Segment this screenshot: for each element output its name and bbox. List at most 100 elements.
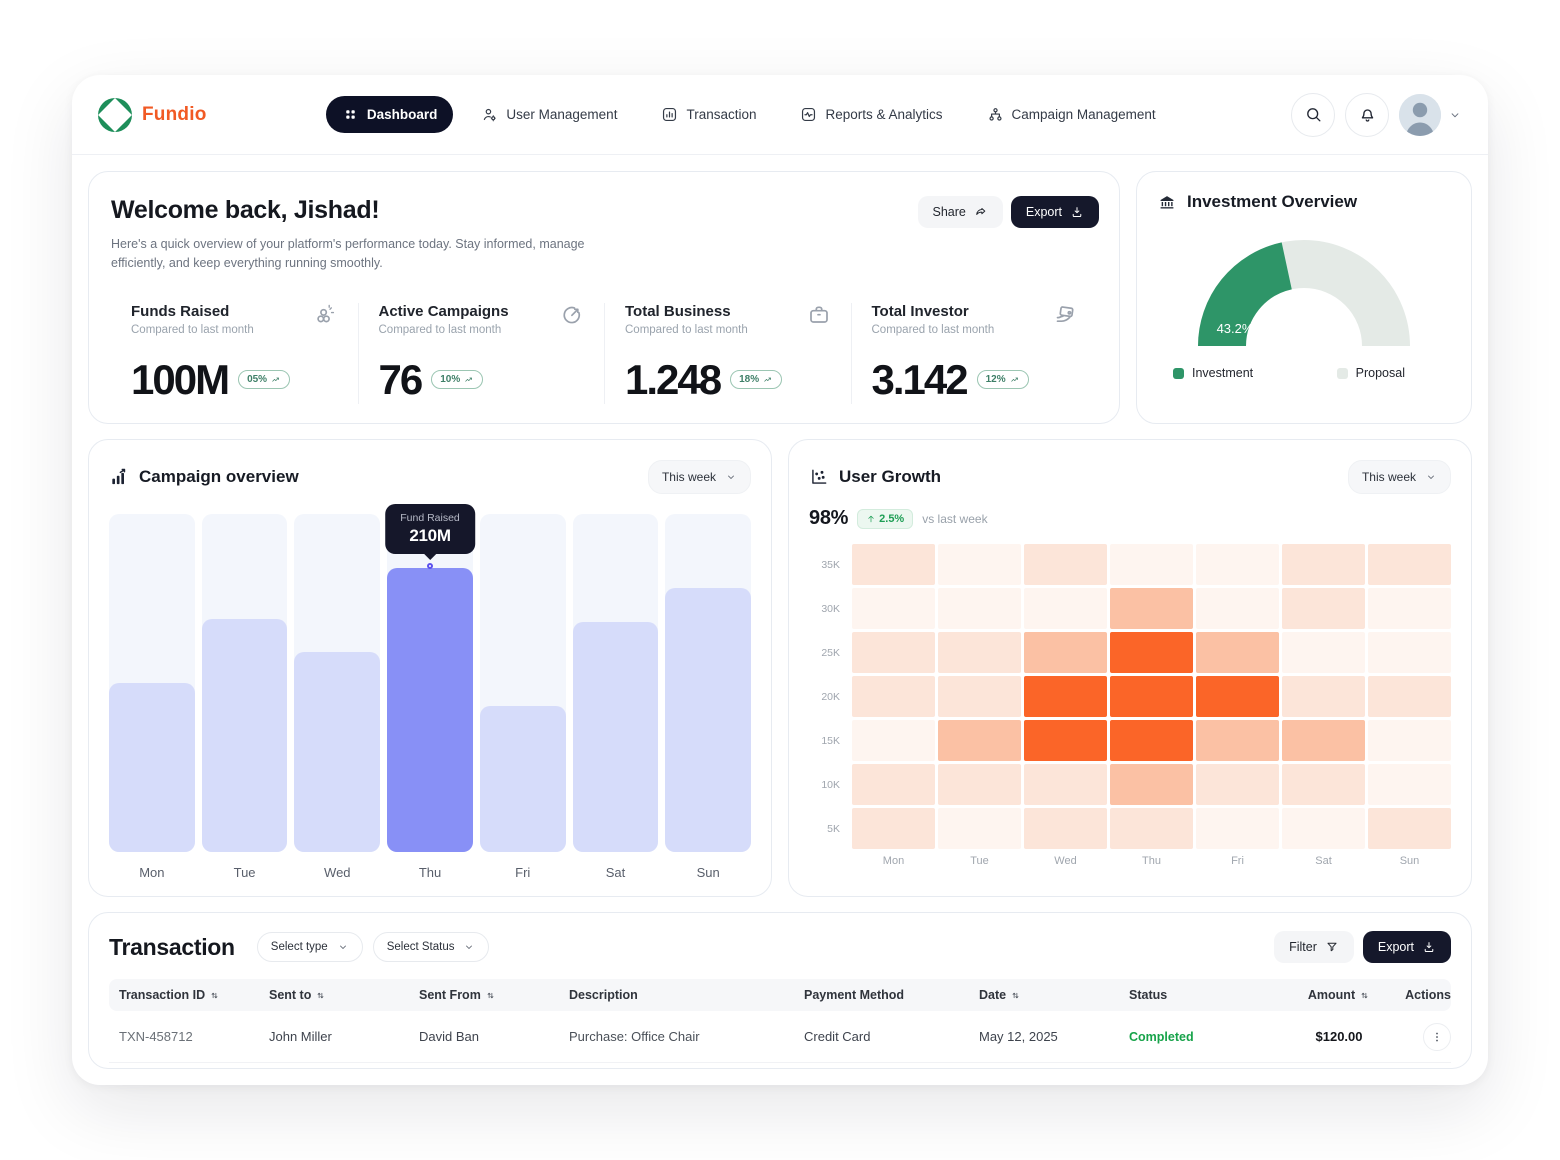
heatmap-cell-thu-25K[interactable] <box>1110 632 1193 673</box>
heatmap-cell-wed-10K[interactable] <box>1024 764 1107 805</box>
heatmap-cell-mon-15K[interactable] <box>852 720 935 761</box>
column-label: Actions <box>1405 988 1451 1002</box>
heatmap-cell-mon-35K[interactable] <box>852 544 935 585</box>
nav-item-dashboard[interactable]: Dashboard <box>325 96 454 133</box>
notifications-button[interactable] <box>1345 92 1389 137</box>
bar-column-sun[interactable] <box>665 514 752 852</box>
heatmap-cell-fri-10K[interactable] <box>1196 764 1279 805</box>
heatmap-cell-fri-25K[interactable] <box>1196 632 1279 673</box>
bar-column-wed[interactable] <box>294 514 381 852</box>
heatmap-cell-tue-5K[interactable] <box>938 808 1021 849</box>
brand-logo[interactable]: Fundio <box>98 97 207 132</box>
heatmap-cell-thu-15K[interactable] <box>1110 720 1193 761</box>
nav-item-user-management[interactable]: User Management <box>465 96 633 133</box>
nav-item-campaign-management[interactable]: Campaign Management <box>971 96 1172 133</box>
heatmap-cell-tue-30K[interactable] <box>938 588 1021 629</box>
stat-header: Total Investor Compared to last month <box>872 303 1078 336</box>
heatmap-cell-sun-5K[interactable] <box>1368 808 1451 849</box>
heatmap-cell-thu-5K[interactable] <box>1110 808 1193 849</box>
column-label: Payment Method <box>804 988 905 1002</box>
column-header-transaction-id[interactable]: Transaction ID <box>109 988 259 1002</box>
heatmap-cell-fri-30K[interactable] <box>1196 588 1279 629</box>
chevron-down-icon <box>1425 471 1437 483</box>
select-type-dropdown[interactable]: Select type <box>256 932 363 962</box>
heatmap-cell-sat-20K[interactable] <box>1282 676 1365 717</box>
heatmap-cell-mon-10K[interactable] <box>852 764 935 805</box>
heatmap-cell-mon-25K[interactable] <box>852 632 935 673</box>
search-button[interactable] <box>1291 92 1335 137</box>
heatmap-cell-fri-5K[interactable] <box>1196 808 1279 849</box>
nav-item-transaction[interactable]: Transaction <box>645 96 772 133</box>
heatmap-cell-sat-5K[interactable] <box>1282 808 1365 849</box>
column-header-amount[interactable]: Amount <box>1264 988 1404 1002</box>
heatmap-cell-sat-25K[interactable] <box>1282 632 1365 673</box>
heatmap-cell-thu-20K[interactable] <box>1110 676 1193 717</box>
heatmap-cell-tue-20K[interactable] <box>938 676 1021 717</box>
heatmap-cell-sat-10K[interactable] <box>1282 764 1365 805</box>
heatmap-cell-wed-30K[interactable] <box>1024 588 1107 629</box>
heatmap-cell-sat-15K[interactable] <box>1282 720 1365 761</box>
column-header-date[interactable]: Date <box>969 988 1119 1002</box>
heatmap-cell-tue-10K[interactable] <box>938 764 1021 805</box>
filter-button[interactable]: Filter <box>1274 931 1354 963</box>
heatmap-cell-fri-15K[interactable] <box>1196 720 1279 761</box>
bar-column-sat[interactable] <box>572 514 659 852</box>
heatmap-cell-sun-10K[interactable] <box>1368 764 1451 805</box>
heatmap-cell-wed-35K[interactable] <box>1024 544 1107 585</box>
bar-column-mon[interactable] <box>109 514 195 852</box>
share-button[interactable]: Share <box>917 196 1003 228</box>
heatmap-cell-mon-30K[interactable] <box>852 588 935 629</box>
heatmap-cell-fri-20K[interactable] <box>1196 676 1279 717</box>
heatmap-cell-tue-35K[interactable] <box>938 544 1021 585</box>
heatmap-row-25K: 25K <box>809 632 1451 673</box>
heatmap-cell-wed-15K[interactable] <box>1024 720 1107 761</box>
stat-trend-badge: 10% <box>431 370 484 389</box>
heatmap-cell-sun-15K[interactable] <box>1368 720 1451 761</box>
transaction-filters: Select type Select Status <box>256 932 490 962</box>
table-export-button[interactable]: Export <box>1362 931 1451 963</box>
heatmap-xlabel-sat: Sat <box>1315 855 1332 867</box>
user-growth-header: User Growth This week <box>809 460 1451 494</box>
user-growth-range-select[interactable]: This week <box>1347 460 1451 494</box>
bar-tue <box>201 619 288 852</box>
bar-column-fri[interactable] <box>479 514 566 852</box>
campaign-overview-titlegroup: Campaign overview <box>109 467 299 487</box>
heatmap-cell-tue-25K[interactable] <box>938 632 1021 673</box>
heatmap-cell-mon-5K[interactable] <box>852 808 935 849</box>
heatmap-xlabel-thu: Thu <box>1142 855 1161 867</box>
bar-column-tue[interactable] <box>201 514 288 852</box>
heatmap-cell-mon-20K[interactable] <box>852 676 935 717</box>
export-button[interactable]: Export <box>1010 196 1099 228</box>
heatmap-cell-thu-35K[interactable] <box>1110 544 1193 585</box>
heatmap-cell-sun-20K[interactable] <box>1368 676 1451 717</box>
heatmap-xlabel-mon: Mon <box>882 855 905 867</box>
stat-title: Total Business <box>625 302 731 320</box>
heatmap-cell-sat-30K[interactable] <box>1282 588 1365 629</box>
user-gear-icon <box>481 106 498 123</box>
column-label: Date <box>979 988 1007 1002</box>
column-header-sent-to[interactable]: Sent to <box>259 988 409 1002</box>
investment-gauge: 43.2% <box>1157 230 1451 352</box>
heatmap-cell-sat-35K[interactable] <box>1282 544 1365 585</box>
profile-menu[interactable] <box>1399 93 1462 136</box>
select-status-dropdown[interactable]: Select Status <box>372 932 490 962</box>
stat-total-investor: Total Investor Compared to last month 3.… <box>850 302 1098 404</box>
heatmap-cell-sun-30K[interactable] <box>1368 588 1451 629</box>
heatmap-cell-tue-15K[interactable] <box>938 720 1021 761</box>
stat-compare: Compared to last month <box>871 323 995 336</box>
heatmap-cell-sun-35K[interactable] <box>1368 544 1451 585</box>
heatmap-cell-thu-30K[interactable] <box>1110 588 1193 629</box>
funnel-icon <box>1325 940 1339 954</box>
heatmap-cell-thu-10K[interactable] <box>1110 764 1193 805</box>
heatmap-cell-wed-20K[interactable] <box>1024 676 1107 717</box>
heatmap-cell-fri-35K[interactable] <box>1196 544 1279 585</box>
column-header-sent-from[interactable]: Sent From <box>409 988 559 1002</box>
heatmap-cell-wed-5K[interactable] <box>1024 808 1107 849</box>
campaign-range-select[interactable]: This week <box>647 460 751 494</box>
bar-axis-label-fri: Fri <box>515 865 531 880</box>
heatmap-cell-sun-25K[interactable] <box>1368 632 1451 673</box>
row-actions-button[interactable] <box>1423 1022 1451 1051</box>
bar-column-thu[interactable]: Fund Raised 210M <box>385 504 475 852</box>
nav-item-reports-analytics[interactable]: Reports & Analytics <box>784 96 958 133</box>
heatmap-cell-wed-25K[interactable] <box>1024 632 1107 673</box>
